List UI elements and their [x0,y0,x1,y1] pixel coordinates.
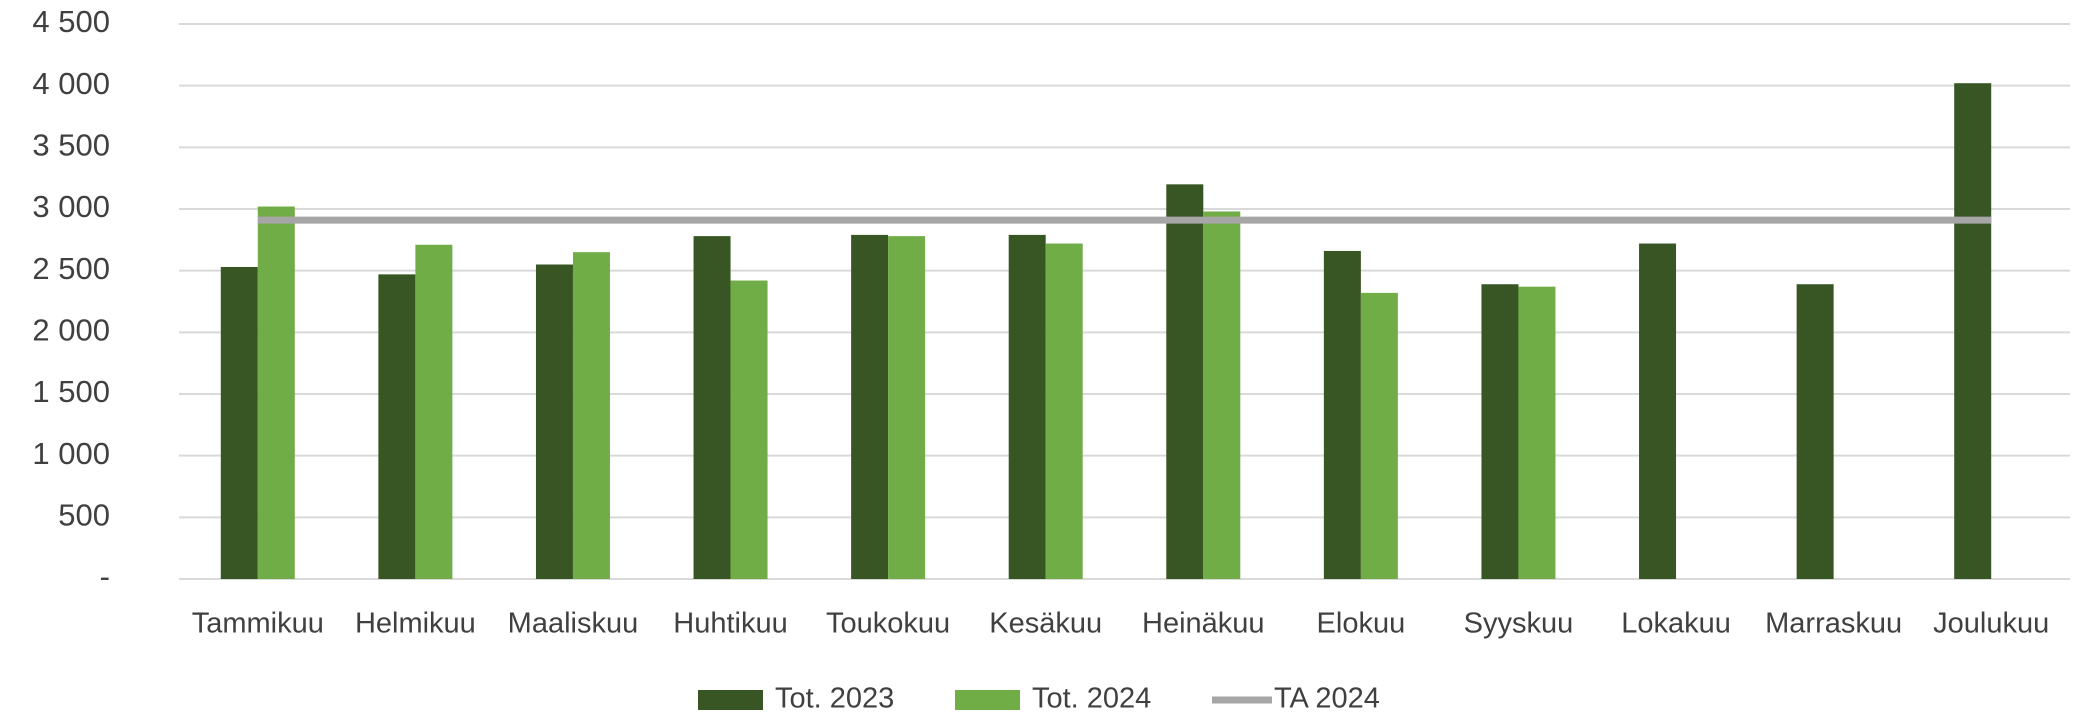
x-tick-label: Heinäkuu [1142,608,1265,640]
y-tick-label: 4 000 [32,66,110,101]
bar [1360,292,1398,579]
y-tick-label: 500 [58,498,110,533]
x-tick-label: Joulukuu [1933,608,2049,640]
bar [1008,234,1046,579]
x-tick-label: Helmikuu [355,608,476,640]
x-tick-label: Kesäkuu [989,608,1102,640]
legend-swatch [698,690,763,710]
bar [1166,184,1204,580]
bar [1518,286,1556,579]
y-tick-label: 1 500 [32,374,110,409]
bar [1639,243,1677,580]
x-tick-label: Lokakuu [1621,608,1731,640]
x-tick-label: Syyskuu [1464,608,1574,640]
legend-label: Tot. 2023 [775,683,894,715]
legend-label: Tot. 2024 [1032,683,1151,715]
x-tick-label: Marraskuu [1765,608,1902,640]
y-tick-label: 4 500 [32,4,110,39]
bar [730,280,768,579]
bar [220,266,258,579]
bar [535,264,573,579]
y-tick-label: 1 000 [32,436,110,471]
x-tick-label: Maaliskuu [508,608,639,640]
bar [1481,284,1519,579]
y-tick-label: 2 000 [32,313,110,348]
bar [693,236,731,579]
bar [257,206,295,580]
legend-swatch [955,690,1020,710]
x-tick-label: Tammikuu [192,608,324,640]
y-tick-label: 2 500 [32,251,110,286]
bar [1203,211,1241,579]
y-tick-label: 3 500 [32,128,110,163]
bar [1045,243,1083,580]
bar [1796,284,1834,579]
bar [415,244,453,579]
legend-label: TA 2024 [1274,683,1380,715]
bar [1323,250,1361,579]
bar [572,252,610,579]
x-tick-label: Toukokuu [826,608,950,640]
y-tick-label: 3 000 [32,189,110,224]
y-tick-label: - [100,559,110,594]
bar [378,274,416,579]
x-tick-label: Huhtikuu [673,608,787,640]
bar [851,234,889,579]
x-tick-label: Elokuu [1317,608,1406,640]
bar [888,236,926,579]
bar [1954,83,1992,579]
